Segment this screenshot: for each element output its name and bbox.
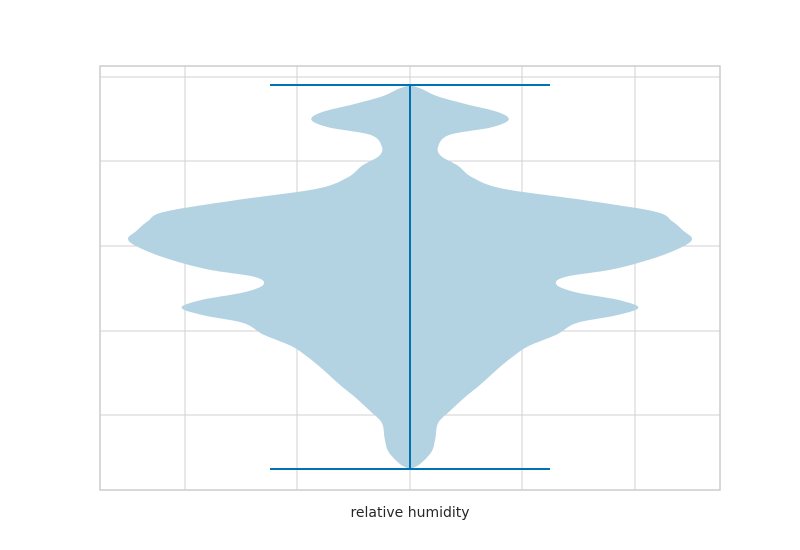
plot-frame [99,65,721,491]
x-axis-label: relative humidity [350,505,469,521]
